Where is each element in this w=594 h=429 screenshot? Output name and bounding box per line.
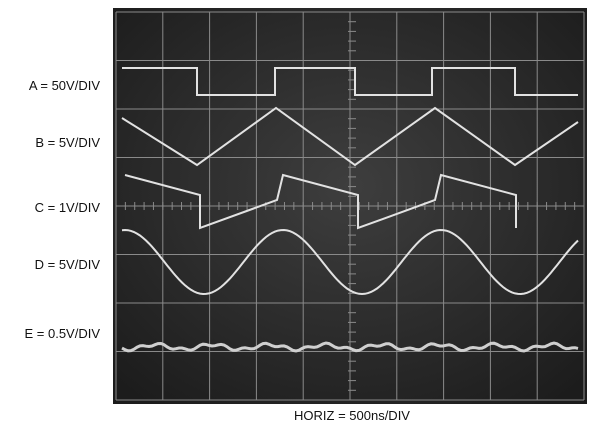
channel-label: E = 0.5V/DIV — [24, 326, 100, 341]
trace-b — [121, 106, 579, 167]
channel-labels: A = 50V/DIV B = 5V/DIV C = 1V/DIV D = 5V… — [24, 78, 100, 341]
trace-d — [121, 228, 579, 296]
graticule — [115, 11, 585, 401]
channel-label: D = 5V/DIV — [35, 257, 101, 272]
trace-c — [124, 173, 517, 230]
trace-a — [122, 67, 578, 96]
traces — [121, 67, 579, 353]
horizontal-scale: HORIZ = 500ns/DIV — [294, 408, 410, 423]
channel-label: A = 50V/DIV — [29, 78, 101, 93]
channel-label: B = 5V/DIV — [35, 135, 100, 150]
trace-e — [121, 341, 579, 353]
channel-label: C = 1V/DIV — [35, 200, 101, 215]
